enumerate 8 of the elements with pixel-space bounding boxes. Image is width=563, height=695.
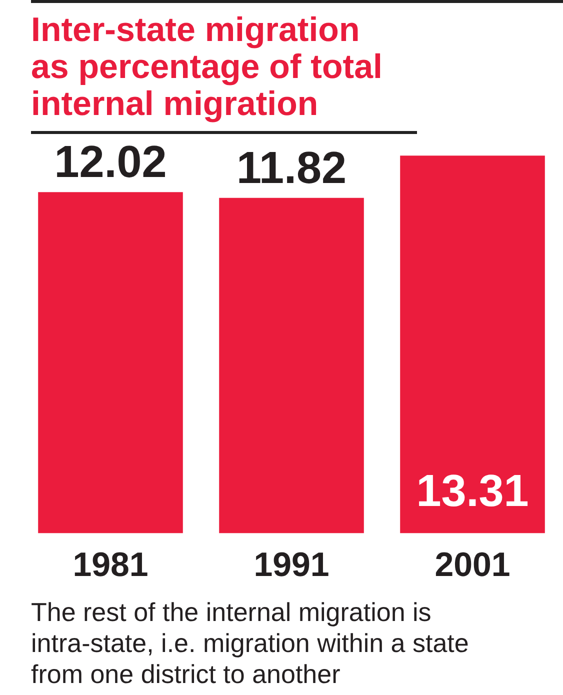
data-label: 11.82 xyxy=(236,142,347,193)
x-tick-label: 2001 xyxy=(434,546,510,584)
data-label: 12.02 xyxy=(54,136,167,188)
x-tick-label: 1981 xyxy=(72,546,148,584)
data-label: 13.31 xyxy=(416,465,529,516)
text: The rest of the internal migration is intra-state, i.e. migration within a state from one district to another xyxy=(31,597,470,690)
chart-title: Inter-state migration as percentage of total internal migration xyxy=(31,11,384,123)
x-tick-label: 1991 xyxy=(254,546,330,584)
